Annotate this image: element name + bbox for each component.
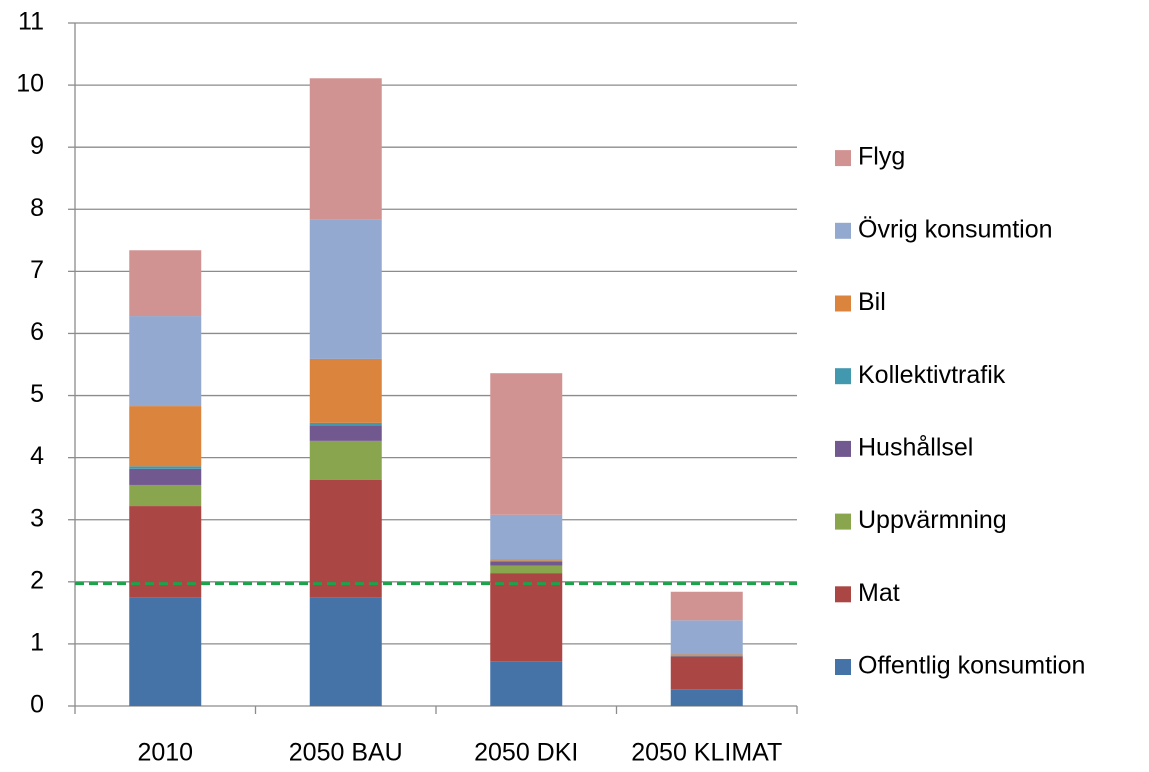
bar-segment <box>309 358 382 423</box>
bar-segment <box>129 466 202 469</box>
bar-segment <box>309 440 382 480</box>
legend-swatch <box>835 368 851 385</box>
bar-segment <box>490 560 563 562</box>
bar-segment <box>490 373 563 515</box>
y-tick-label: 10 <box>16 70 44 98</box>
legend-label: Mat <box>858 579 900 607</box>
bar-segment <box>129 597 202 706</box>
bar-segment <box>129 484 202 507</box>
legend-label: Övrig konsumtion <box>858 215 1053 243</box>
bar-segment <box>129 250 202 317</box>
legend-label: Flyg <box>858 143 905 171</box>
x-tick-label: 2010 <box>137 739 193 767</box>
y-tick-label: 7 <box>30 256 44 284</box>
bar-segment <box>309 479 382 598</box>
bar-segment <box>309 597 382 706</box>
x-tick-label: 2050 DKI <box>474 739 578 767</box>
legend-swatch <box>835 586 851 603</box>
y-tick-label: 5 <box>30 380 44 408</box>
legend-swatch <box>835 150 851 167</box>
bar-segment <box>129 406 202 467</box>
y-tick-label: 11 <box>18 8 44 36</box>
bar-segment <box>670 655 743 657</box>
legend-label: Bil <box>858 288 886 316</box>
y-tick-label: 1 <box>30 629 44 657</box>
x-tick-label: 2050 BAU <box>289 739 403 767</box>
y-tick-label: 2 <box>30 566 44 594</box>
bar-segment <box>490 661 563 706</box>
legend-label: Uppvärmning <box>858 506 1007 534</box>
bar-segment <box>670 689 743 706</box>
bar-segment <box>670 591 743 621</box>
legend-label: Kollektivtrafik <box>858 361 1006 389</box>
legend-label: Hushållsel <box>858 434 973 462</box>
legend-swatch <box>835 295 851 312</box>
bar-segment <box>670 654 743 656</box>
bar-segment <box>490 565 563 574</box>
bar-segment <box>490 561 563 566</box>
y-tick-label: 6 <box>30 318 44 346</box>
bar-segment <box>309 78 382 220</box>
x-tick-label: 2050 KLIMAT <box>631 739 782 767</box>
bar-segment <box>309 425 382 441</box>
bar-segment <box>490 573 563 662</box>
bar-segment <box>129 316 202 407</box>
bar-segment <box>309 422 382 426</box>
legend-swatch <box>835 222 851 239</box>
bar-segment <box>129 468 202 485</box>
y-tick-label: 9 <box>30 132 44 160</box>
bar-segment <box>309 219 382 359</box>
y-tick-label: 8 <box>30 194 44 222</box>
bar-segment <box>490 514 563 560</box>
legend-swatch <box>835 513 851 530</box>
legend-swatch <box>835 659 851 675</box>
bar-segment <box>670 620 743 655</box>
bar-segment <box>670 656 743 690</box>
y-tick-label: 4 <box>30 442 44 470</box>
bar-segment <box>129 506 202 598</box>
y-tick-label: 0 <box>30 691 44 719</box>
legend-swatch <box>835 440 851 457</box>
bar-segment <box>490 559 563 561</box>
legend-label: Offentlig konsumtion <box>858 652 1085 680</box>
y-tick-label: 3 <box>30 504 44 532</box>
